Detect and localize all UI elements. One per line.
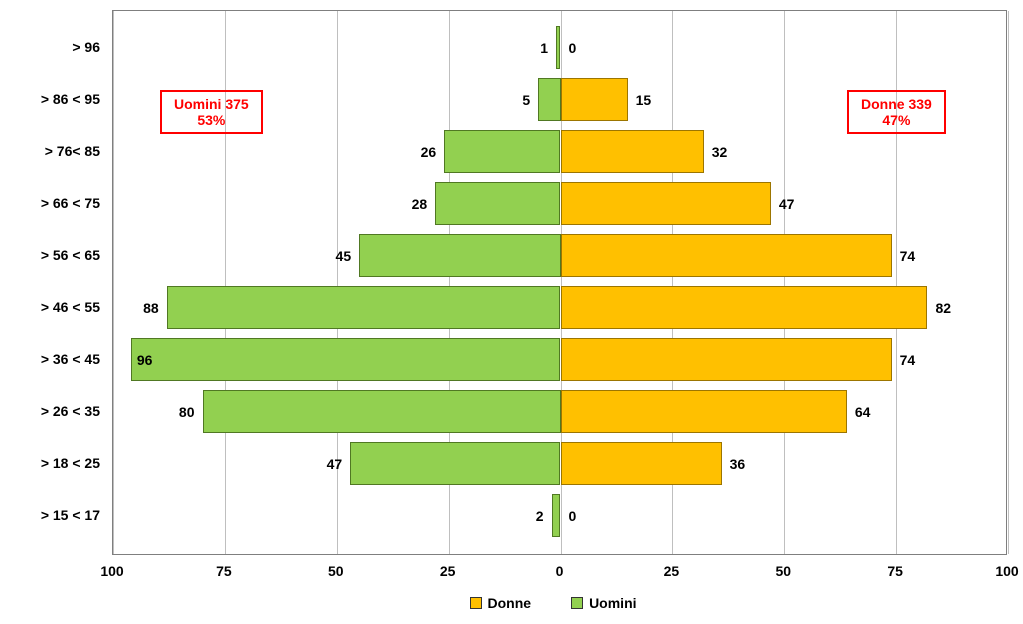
gridline [113,11,114,554]
legend-label: Uomini [589,595,636,611]
bar-value-uomini: 80 [179,404,195,420]
bar-value-donne: 64 [855,404,871,420]
bar-donne [561,442,722,485]
y-tick-label: > 56 < 65 [0,247,100,263]
bar-uomini [359,234,560,277]
bar-value-uomini: 28 [412,196,428,212]
y-tick-label: > 18 < 25 [0,455,100,471]
bar-uomini [350,442,560,485]
y-tick-label: > 86 < 95 [0,91,100,107]
bar-uomini [167,286,561,329]
bar-value-uomini: 45 [336,248,352,264]
bar-donne [561,234,892,277]
y-tick-label: > 46 < 55 [0,299,100,315]
x-tick-label: 25 [664,563,680,579]
bar-value-donne: 74 [900,352,916,368]
bar-uomini [435,182,560,225]
y-tick-label: > 66 < 75 [0,195,100,211]
x-tick-label: 75 [887,563,903,579]
gridline [784,11,785,554]
bar-uomini [444,130,560,173]
legend-item-donne: Donne [470,595,532,611]
bar-value-donne: 15 [636,92,652,108]
bar-value-donne: 47 [779,196,795,212]
y-tick-label: > 36 < 45 [0,351,100,367]
bar-value-donne: 36 [730,456,746,472]
bar-value-donne: 0 [569,508,577,524]
bar-value-uomini: 5 [522,92,530,108]
bar-value-uomini: 2 [536,508,544,524]
y-tick-label: > 76< 85 [0,143,100,159]
annotation-uomini: Uomini 37553% [160,90,263,134]
legend-label: Donne [488,595,532,611]
legend: Donne Uomini [470,595,637,611]
bar-value-donne: 32 [712,144,728,160]
legend-item-uomini: Uomini [571,595,636,611]
bar-value-uomini: 96 [137,352,153,368]
y-tick-label: > 26 < 35 [0,403,100,419]
bar-uomini [552,494,561,537]
y-tick-label: > 15 < 17 [0,507,100,523]
legend-swatch [470,597,482,609]
bar-donne [561,182,771,225]
bar-donne [561,390,847,433]
x-tick-label: 75 [216,563,232,579]
bar-value-uomini: 47 [327,456,343,472]
x-tick-label: 100 [995,563,1018,579]
bar-uomini [131,338,561,381]
gridline [1008,11,1009,554]
bar-donne [561,338,892,381]
bar-value-donne: 74 [900,248,916,264]
x-tick-label: 25 [440,563,456,579]
legend-swatch [571,597,583,609]
x-tick-label: 50 [775,563,791,579]
bar-value-uomini: 1 [540,40,548,56]
bar-value-donne: 0 [569,40,577,56]
bar-uomini [556,26,560,69]
x-tick-label: 50 [328,563,344,579]
bar-uomini [538,78,560,121]
bar-donne [561,78,628,121]
bar-value-uomini: 26 [421,144,437,160]
bar-value-donne: 82 [935,300,951,316]
x-tick-label: 0 [556,563,564,579]
bar-value-uomini: 88 [143,300,159,316]
gridline [337,11,338,554]
bar-uomini [203,390,561,433]
bar-donne [561,286,928,329]
annotation-donne: Donne 33947% [847,90,946,134]
x-tick-label: 100 [100,563,123,579]
bar-donne [561,130,704,173]
y-tick-label: > 96 [0,39,100,55]
chart-container: 1 0 5 15 26 32 28 47 45 74 88 82 96 74 80 64 47 36 2 0 > 96… [0,0,1023,624]
